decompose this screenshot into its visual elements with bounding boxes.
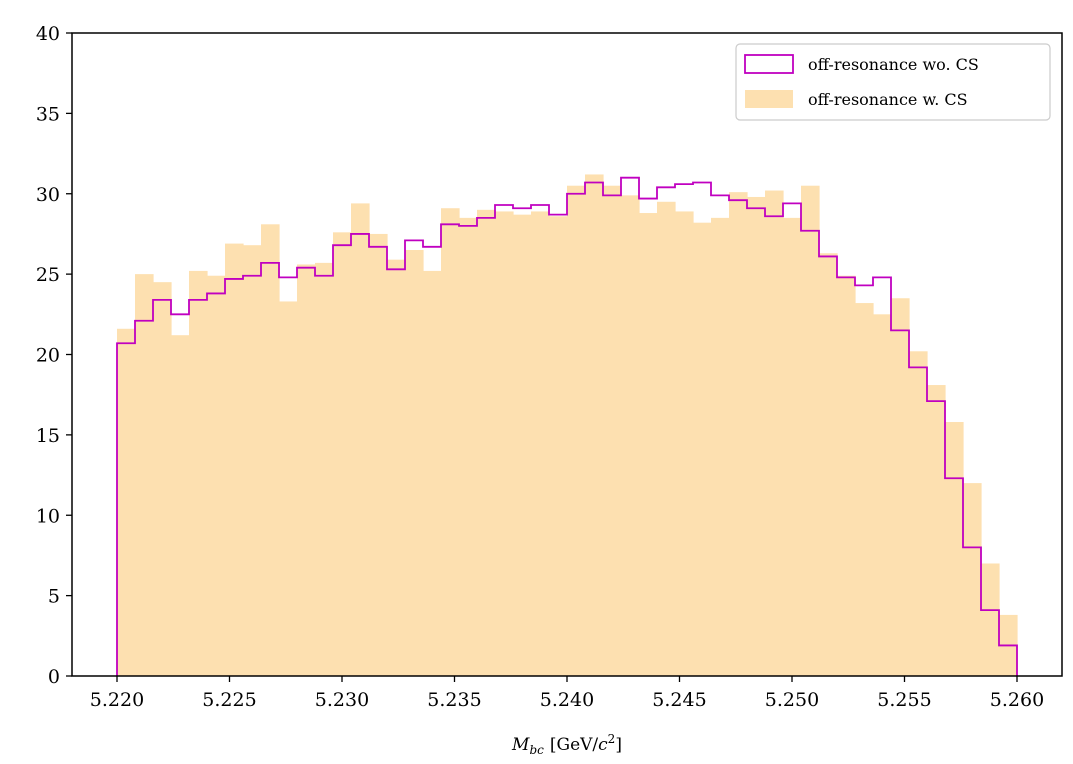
x-tick-label: 5.245	[652, 689, 706, 711]
x-tick-label: 5.240	[540, 689, 594, 711]
filled-bar	[405, 250, 424, 676]
filled-bar	[297, 264, 316, 676]
filled-bar	[441, 208, 460, 676]
legend-label-step: off-resonance wo. CS	[808, 55, 979, 74]
x-axis-label-units-c: c	[598, 735, 608, 755]
x-axis-ticks: 5.220 5.225 5.230 5.235 5.240 5.245 5.250 5.255…	[90, 676, 1044, 711]
x-axis-label-var: M	[511, 735, 530, 755]
filled-bar	[225, 243, 244, 676]
filled-bar	[279, 301, 298, 676]
filled-bar	[873, 314, 892, 676]
y-tick-label: 0	[48, 666, 60, 688]
y-tick-label: 15	[36, 425, 60, 447]
filled-bar	[549, 216, 568, 676]
filled-bar	[981, 563, 1000, 676]
legend-label-filled: off-resonance w. CS	[808, 90, 968, 109]
filled-bar	[819, 253, 838, 677]
y-tick-label: 5	[48, 586, 60, 608]
filled-bar	[117, 328, 136, 676]
x-axis-label-units-exp: 2	[608, 732, 616, 746]
y-tick-label: 30	[36, 184, 60, 206]
y-tick-label: 10	[36, 505, 60, 527]
x-axis-label-sub: bc	[529, 743, 544, 757]
legend: off-resonance wo. CS off-resonance w. CS	[735, 43, 1051, 121]
filled-bar	[621, 195, 640, 677]
legend-box	[735, 43, 1051, 121]
filled-bar	[747, 196, 766, 676]
filled-bar	[711, 217, 730, 677]
x-tick-label: 5.260	[990, 689, 1044, 711]
filled-bar	[513, 214, 532, 676]
step-histogram-series	[116, 176, 1018, 676]
y-tick-label: 35	[36, 103, 60, 125]
filled-bar	[837, 275, 856, 676]
x-axis-label-units-open: [GeV/	[550, 735, 599, 755]
filled-bar	[945, 422, 964, 676]
filled-bar	[243, 245, 262, 676]
x-tick-label: 5.255	[877, 689, 931, 711]
filled-bar	[333, 232, 352, 676]
y-tick-label: 20	[36, 345, 60, 367]
filled-bar	[351, 203, 370, 676]
x-tick-label: 5.230	[315, 689, 369, 711]
x-axis-label-units-close: ]	[615, 735, 622, 755]
x-tick-label: 5.250	[765, 689, 819, 711]
filled-bar	[639, 213, 658, 677]
filled-bar	[963, 483, 982, 676]
filled-bar	[567, 185, 586, 676]
filled-bar	[153, 282, 172, 676]
filled-bar	[171, 335, 190, 676]
filled-bar	[189, 270, 208, 676]
filled-bar	[693, 222, 712, 676]
filled-bar	[315, 262, 334, 676]
filled-bar	[387, 259, 406, 676]
x-tick-label: 5.235	[427, 689, 481, 711]
filled-bar	[207, 275, 226, 676]
legend-swatch-step	[744, 54, 794, 74]
filled-bar	[927, 385, 946, 676]
y-tick-label: 25	[36, 264, 60, 286]
x-tick-label: 5.225	[202, 689, 256, 711]
filled-bar	[477, 209, 496, 676]
filled-bar	[675, 211, 694, 676]
filled-bar	[909, 351, 928, 676]
filled-bar	[801, 185, 820, 676]
filled-bar	[657, 201, 676, 676]
filled-bar	[423, 270, 442, 676]
filled-bar	[369, 233, 388, 676]
filled-bar	[729, 192, 748, 676]
y-axis-ticks: 0 5 10 15 20 25 30 35 40	[36, 23, 72, 688]
filled-bar	[765, 190, 784, 676]
filled-bar	[135, 274, 154, 676]
filled-bar	[855, 303, 874, 676]
filled-histogram-series	[117, 174, 1018, 677]
filled-bar	[603, 185, 622, 676]
x-tick-label: 5.220	[90, 689, 144, 711]
y-tick-label: 40	[36, 23, 60, 45]
filled-bar	[531, 211, 550, 676]
filled-bar	[891, 298, 910, 676]
filled-bar	[585, 174, 604, 676]
filled-bar	[495, 211, 514, 676]
x-axis-label: Mbc [GeV/c2]	[511, 732, 622, 757]
filled-bar	[783, 217, 802, 677]
filled-bar	[459, 217, 478, 677]
filled-bar	[261, 224, 280, 677]
legend-swatch-filled	[745, 90, 793, 108]
